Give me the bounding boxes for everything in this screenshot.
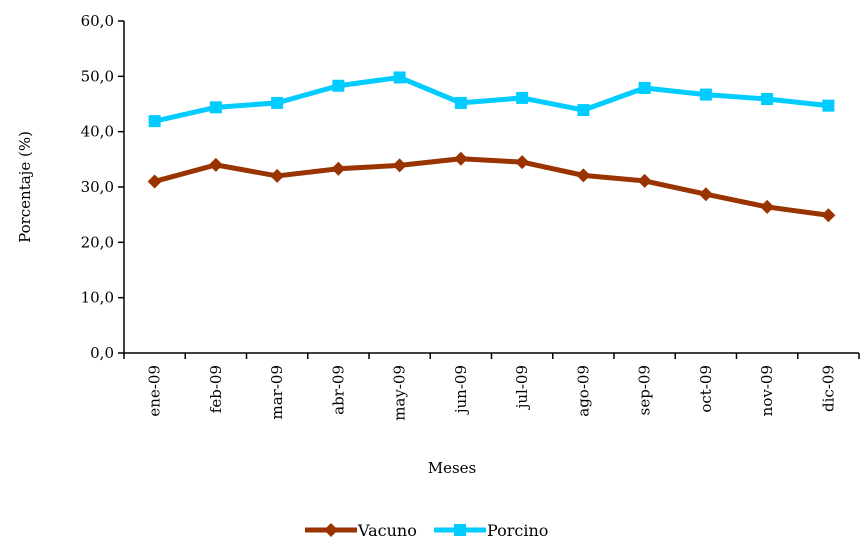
data-point (576, 168, 591, 183)
x-tick-label: ene-09 (146, 365, 164, 417)
data-point (822, 99, 835, 112)
data-point (454, 96, 467, 109)
x-tick-label: jun-09 (452, 365, 470, 415)
legend-label: Vacuno (357, 521, 417, 540)
data-point (453, 151, 468, 166)
x-tick-label: ago-09 (574, 365, 592, 417)
x-tick-label: feb-09 (207, 365, 225, 413)
data-point (270, 168, 285, 183)
x-tick-label: dic-09 (819, 365, 837, 412)
y-tick-label: 20,0 (81, 233, 114, 251)
data-point (698, 187, 713, 202)
series-line-vacuno (153, 156, 829, 218)
data-point (148, 115, 161, 128)
y-tick-label: 60,0 (81, 12, 114, 30)
y-tick-label: 40,0 (81, 123, 114, 141)
axes (118, 20, 860, 359)
y-tick-label: 0,0 (90, 344, 114, 362)
data-point (209, 101, 222, 114)
data-point (577, 104, 590, 117)
data-point (821, 208, 836, 223)
data-point (638, 81, 651, 94)
series-vacuno (147, 151, 836, 223)
data-point (271, 96, 284, 109)
y-axis-tick-labels: 0,0 10,0 20,0 30,0 40,0 50,0 60,0 (81, 12, 114, 362)
data-point (332, 79, 345, 92)
y-axis-title: Porcentaje (%) (16, 131, 34, 243)
series-porcino (148, 71, 835, 128)
x-axis-tick-labels: ene-09 feb-09 mar-09 abr-09 may-09 jun-09 jul-… (146, 365, 838, 421)
x-tick-label: nov-09 (758, 365, 776, 416)
x-tick-label: mar-09 (268, 365, 286, 420)
y-tick-label: 30,0 (81, 178, 114, 196)
legend-marker (454, 524, 466, 536)
series-lines (147, 71, 836, 223)
x-axis-title: Meses (428, 459, 477, 477)
series-line-porcino (154, 74, 829, 124)
legend: Vacuno Porcino (305, 521, 548, 540)
data-point (637, 173, 652, 188)
x-tick-label: jul-09 (513, 365, 531, 410)
y-tick-label: 10,0 (81, 289, 114, 307)
data-point (515, 155, 530, 170)
legend-label: Porcino (487, 521, 548, 540)
legend-item-porcino: Porcino (434, 521, 548, 540)
x-tick-label: abr-09 (329, 365, 347, 415)
data-point (392, 158, 407, 173)
data-point (761, 93, 774, 106)
legend-marker (324, 523, 338, 537)
y-tick-label: 50,0 (81, 67, 114, 85)
data-point (516, 91, 529, 104)
data-point (208, 157, 223, 172)
data-point (393, 71, 406, 84)
data-point (331, 161, 346, 176)
data-point (147, 174, 162, 189)
x-tick-label: may-09 (391, 365, 409, 421)
data-point (699, 88, 712, 101)
x-tick-label: oct-09 (697, 365, 715, 413)
data-point (760, 199, 775, 214)
x-tick-label: sep-09 (636, 365, 654, 415)
legend-item-vacuno: Vacuno (305, 521, 417, 540)
